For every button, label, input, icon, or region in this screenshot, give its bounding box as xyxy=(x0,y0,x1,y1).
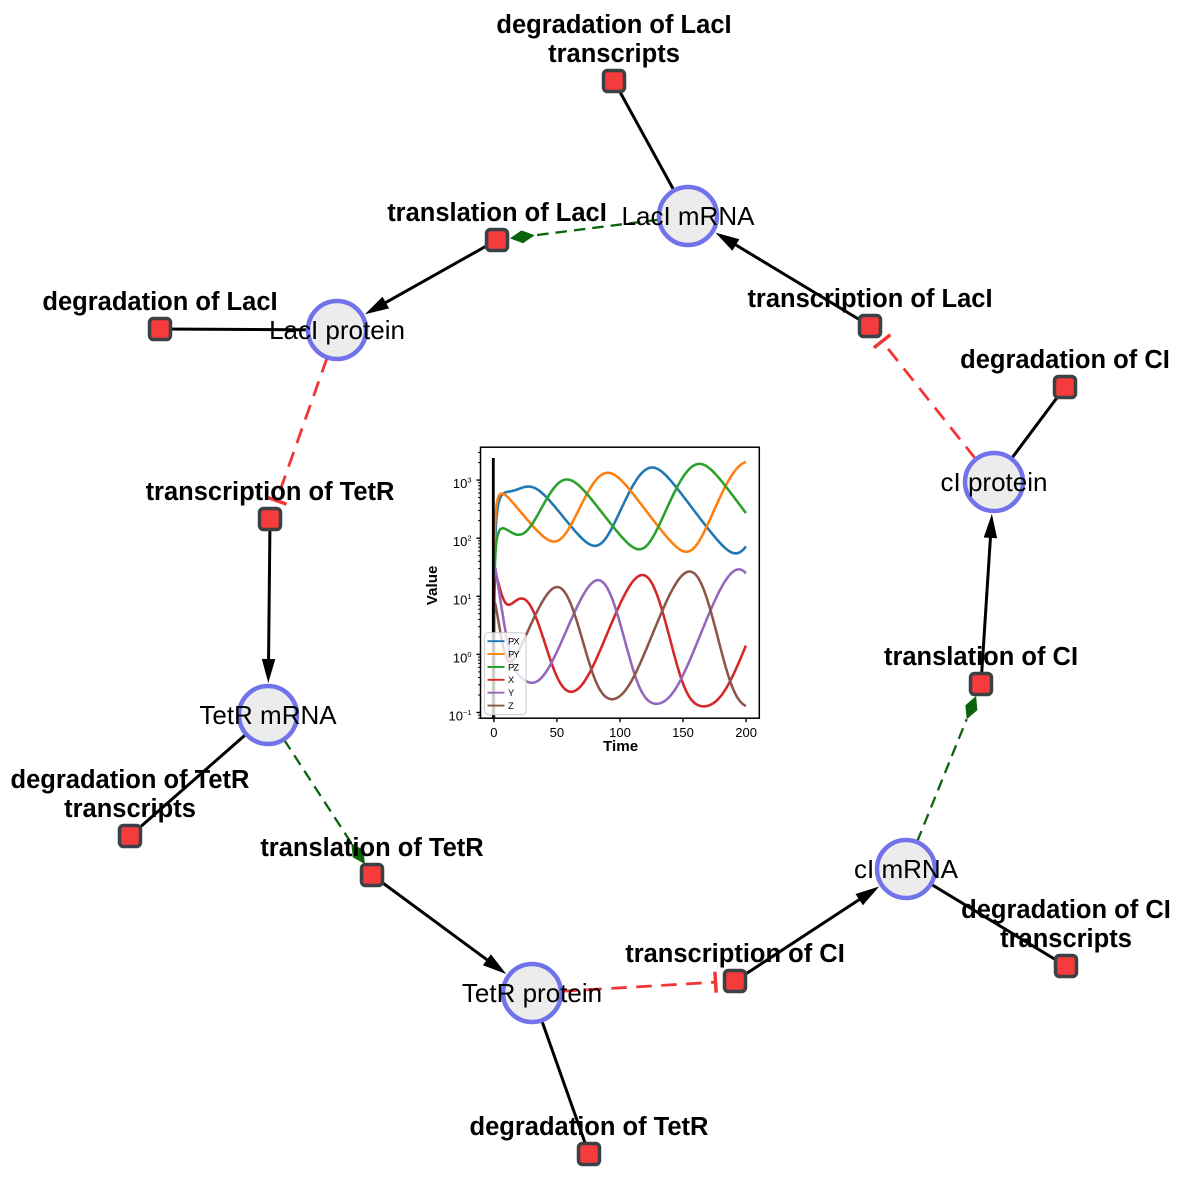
svg-text:degradation of TetR: degradation of TetR xyxy=(470,1113,709,1141)
svg-text:X: X xyxy=(508,674,515,685)
svg-text:Y: Y xyxy=(508,687,515,698)
svg-text:degradation of CI: degradation of CI xyxy=(961,896,1171,924)
svg-text:translation of LacI: translation of LacI xyxy=(387,199,607,227)
svg-text:transcription of TetR: transcription of TetR xyxy=(146,478,395,506)
svg-text:TetR mRNA: TetR mRNA xyxy=(199,700,337,730)
svg-text:Z: Z xyxy=(508,700,514,711)
svg-text:degradation of LacI: degradation of LacI xyxy=(42,288,277,316)
svg-text:degradation of CI: degradation of CI xyxy=(960,346,1170,374)
svg-text:transcripts: transcripts xyxy=(64,795,196,823)
svg-text:102: 102 xyxy=(453,534,472,550)
svg-text:150: 150 xyxy=(672,725,694,740)
svg-text:0: 0 xyxy=(490,725,497,740)
svg-text:LacI protein: LacI protein xyxy=(269,315,405,345)
svg-text:transcription of LacI: transcription of LacI xyxy=(747,285,992,313)
svg-text:PY: PY xyxy=(508,649,520,660)
svg-text:10−1: 10−1 xyxy=(448,708,471,724)
svg-text:200: 200 xyxy=(735,725,757,740)
svg-text:103: 103 xyxy=(453,476,472,492)
svg-text:transcripts: transcripts xyxy=(548,40,680,68)
svg-text:LacI mRNA: LacI mRNA xyxy=(622,201,756,231)
svg-text:degradation of LacI: degradation of LacI xyxy=(496,11,731,39)
svg-text:degradation of TetR: degradation of TetR xyxy=(11,766,250,794)
svg-text:transcription of CI: transcription of CI xyxy=(625,940,845,968)
svg-text:50: 50 xyxy=(550,725,564,740)
svg-text:PZ: PZ xyxy=(508,661,519,672)
svg-text:cI mRNA: cI mRNA xyxy=(854,854,959,884)
svg-text:PX: PX xyxy=(508,636,520,647)
svg-text:Time: Time xyxy=(603,738,638,755)
svg-text:translation of TetR: translation of TetR xyxy=(260,834,483,862)
svg-text:100: 100 xyxy=(453,650,472,666)
svg-text:Value: Value xyxy=(424,566,441,606)
svg-text:cI protein: cI protein xyxy=(941,467,1048,497)
svg-text:100: 100 xyxy=(609,725,631,740)
svg-text:TetR protein: TetR protein xyxy=(462,978,602,1008)
svg-text:translation of CI: translation of CI xyxy=(884,643,1078,671)
svg-text:101: 101 xyxy=(453,592,472,608)
svg-text:transcripts: transcripts xyxy=(1000,925,1132,953)
